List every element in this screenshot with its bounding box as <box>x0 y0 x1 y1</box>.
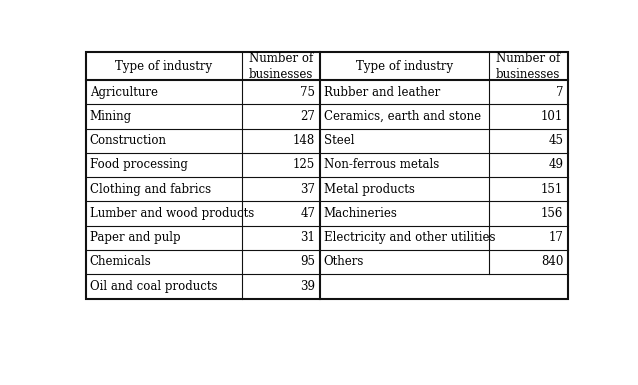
Text: 49: 49 <box>548 159 563 171</box>
Text: 95: 95 <box>300 256 315 268</box>
Text: 75: 75 <box>300 86 315 99</box>
Text: Lumber and wood products: Lumber and wood products <box>90 207 254 220</box>
Text: 37: 37 <box>300 183 315 196</box>
Text: 47: 47 <box>300 207 315 220</box>
Text: Rubber and leather: Rubber and leather <box>324 86 440 99</box>
Text: 125: 125 <box>293 159 315 171</box>
Text: Clothing and fabrics: Clothing and fabrics <box>90 183 211 196</box>
Text: Paper and pulp: Paper and pulp <box>90 231 181 244</box>
Text: Number of
businesses: Number of businesses <box>496 52 560 81</box>
Text: Construction: Construction <box>90 134 167 147</box>
Text: Ceramics, earth and stone: Ceramics, earth and stone <box>324 110 481 123</box>
Text: Machineries: Machineries <box>324 207 397 220</box>
Text: Non-ferrous metals: Non-ferrous metals <box>324 159 439 171</box>
Text: 45: 45 <box>548 134 563 147</box>
Text: 39: 39 <box>300 280 315 293</box>
Text: 101: 101 <box>541 110 563 123</box>
Bar <box>86 52 568 299</box>
Text: 151: 151 <box>541 183 563 196</box>
Text: Type of industry: Type of industry <box>355 60 453 73</box>
Text: Steel: Steel <box>324 134 354 147</box>
Text: Others: Others <box>324 256 364 268</box>
Text: Oil and coal products: Oil and coal products <box>90 280 218 293</box>
Text: 148: 148 <box>293 134 315 147</box>
Text: 31: 31 <box>300 231 315 244</box>
Text: 156: 156 <box>541 207 563 220</box>
Text: Electricity and other utilities: Electricity and other utilities <box>324 231 495 244</box>
Text: Agriculture: Agriculture <box>90 86 158 99</box>
Text: 840: 840 <box>541 256 563 268</box>
Text: Metal products: Metal products <box>324 183 415 196</box>
Text: 27: 27 <box>300 110 315 123</box>
Text: Food processing: Food processing <box>90 159 188 171</box>
Text: Chemicals: Chemicals <box>90 256 152 268</box>
Text: Number of
businesses: Number of businesses <box>249 52 313 81</box>
Text: Type of industry: Type of industry <box>115 60 212 73</box>
Text: 17: 17 <box>549 231 563 244</box>
Text: 7: 7 <box>556 86 563 99</box>
Text: Mining: Mining <box>90 110 132 123</box>
